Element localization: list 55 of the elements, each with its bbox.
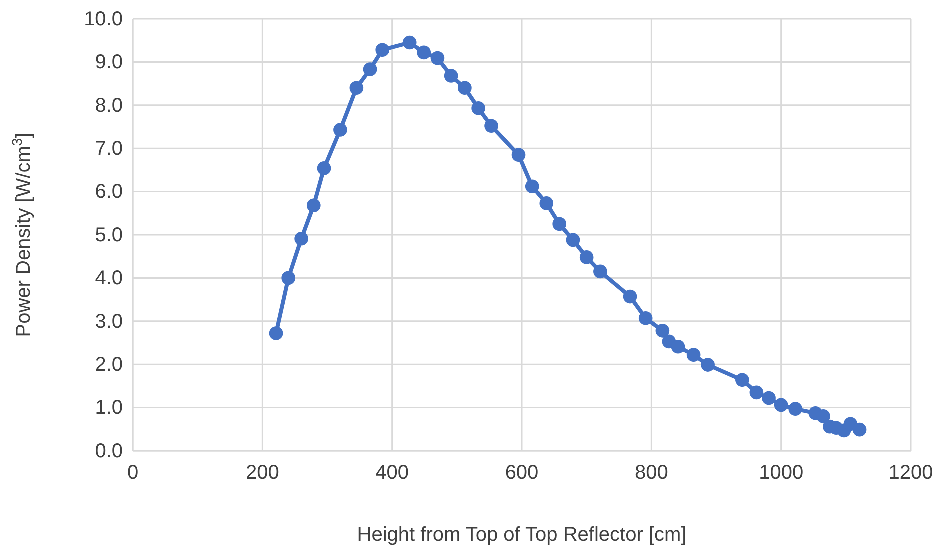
y-tick-label: 8.0 (95, 94, 123, 117)
point (671, 340, 686, 354)
point (623, 290, 638, 304)
y-tick-label: 9.0 (95, 52, 123, 74)
y-tick-label: 3.0 (95, 310, 123, 333)
point (762, 391, 776, 406)
x-axis-title: Height from Top of Top Reflector [cm] (357, 524, 687, 546)
x-tick-label: 1000 (759, 462, 804, 484)
x-tick-label: 200 (246, 462, 280, 484)
point (580, 250, 594, 264)
point (376, 43, 390, 57)
y-tick-label: 7.0 (95, 138, 123, 160)
y-tick-label: 2.0 (95, 354, 123, 376)
point (282, 271, 296, 286)
point (525, 180, 540, 194)
point (638, 311, 653, 326)
point (750, 386, 764, 400)
y-tick-label: 1.0 (95, 397, 123, 420)
y-tick-label: 10.0 (84, 8, 123, 30)
point (363, 62, 378, 76)
point (816, 410, 830, 424)
point (736, 373, 750, 388)
point (512, 148, 526, 162)
x-tick-label: 0 (127, 462, 139, 484)
point (402, 36, 417, 50)
x-tick-label: 1200 (888, 462, 934, 484)
point (552, 217, 567, 232)
point (269, 326, 284, 340)
point (306, 198, 321, 213)
point (430, 51, 445, 66)
point (656, 324, 670, 338)
x-tick-label: 800 (634, 462, 668, 484)
point (294, 232, 308, 246)
point (566, 233, 580, 248)
point (701, 358, 715, 372)
point (540, 196, 554, 210)
point (484, 119, 498, 134)
point (594, 264, 608, 279)
point (317, 162, 332, 176)
point (472, 102, 486, 116)
point (334, 123, 348, 137)
y-tick-label: 0.0 (95, 440, 123, 462)
y-tick-label: 4.0 (95, 268, 123, 290)
point (788, 402, 803, 416)
point (852, 422, 867, 437)
point (774, 398, 788, 412)
point (444, 69, 458, 83)
x-tick-label: 600 (505, 462, 539, 484)
point (686, 348, 701, 362)
y-tick-label: 6.0 (95, 181, 123, 204)
point (350, 81, 364, 96)
y-tick-label: 5.0 (95, 224, 123, 246)
point (417, 46, 432, 60)
x-tick-label: 400 (376, 462, 410, 484)
point (458, 81, 472, 96)
